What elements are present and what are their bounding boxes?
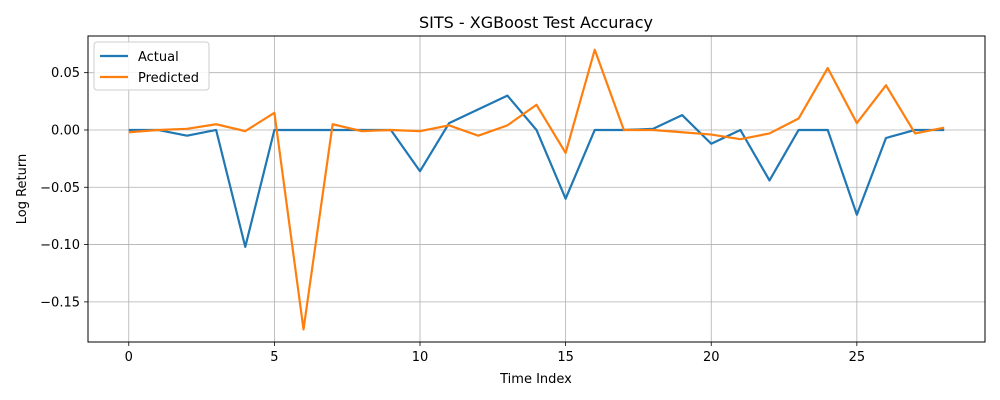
x-tick-label: 20: [703, 350, 720, 365]
x-axis-label: Time Index: [499, 372, 572, 387]
x-tick-label: 25: [849, 350, 866, 365]
chart-title: SITS - XGBoost Test Accuracy: [419, 13, 653, 32]
series-lines: [128, 48, 945, 331]
y-tick-label: −0.05: [40, 181, 80, 196]
x-tick-label: 0: [125, 350, 133, 365]
legend-label-predicted: Predicted: [138, 71, 199, 86]
y-tick-label: −0.10: [40, 238, 80, 253]
x-tick-label: 10: [412, 350, 429, 365]
y-tick-label: 0.05: [51, 66, 80, 81]
x-axis: 0 5 10 15 20 25: [125, 342, 865, 365]
y-tick-label: 0.00: [51, 123, 80, 138]
y-axis: −0.15 −0.10 −0.05 0.00 0.05: [40, 66, 88, 310]
series-line-predicted: [128, 48, 945, 331]
y-tick-label: −0.15: [40, 295, 80, 310]
legend: Actual Predicted: [93, 41, 210, 91]
series-line-actual: [128, 94, 945, 248]
x-tick-label: 5: [270, 350, 278, 365]
plot-frame: [87, 35, 986, 343]
y-axis-label: Log Return: [15, 154, 30, 225]
x-tick-label: 15: [557, 350, 574, 365]
legend-label-actual: Actual: [138, 50, 179, 65]
